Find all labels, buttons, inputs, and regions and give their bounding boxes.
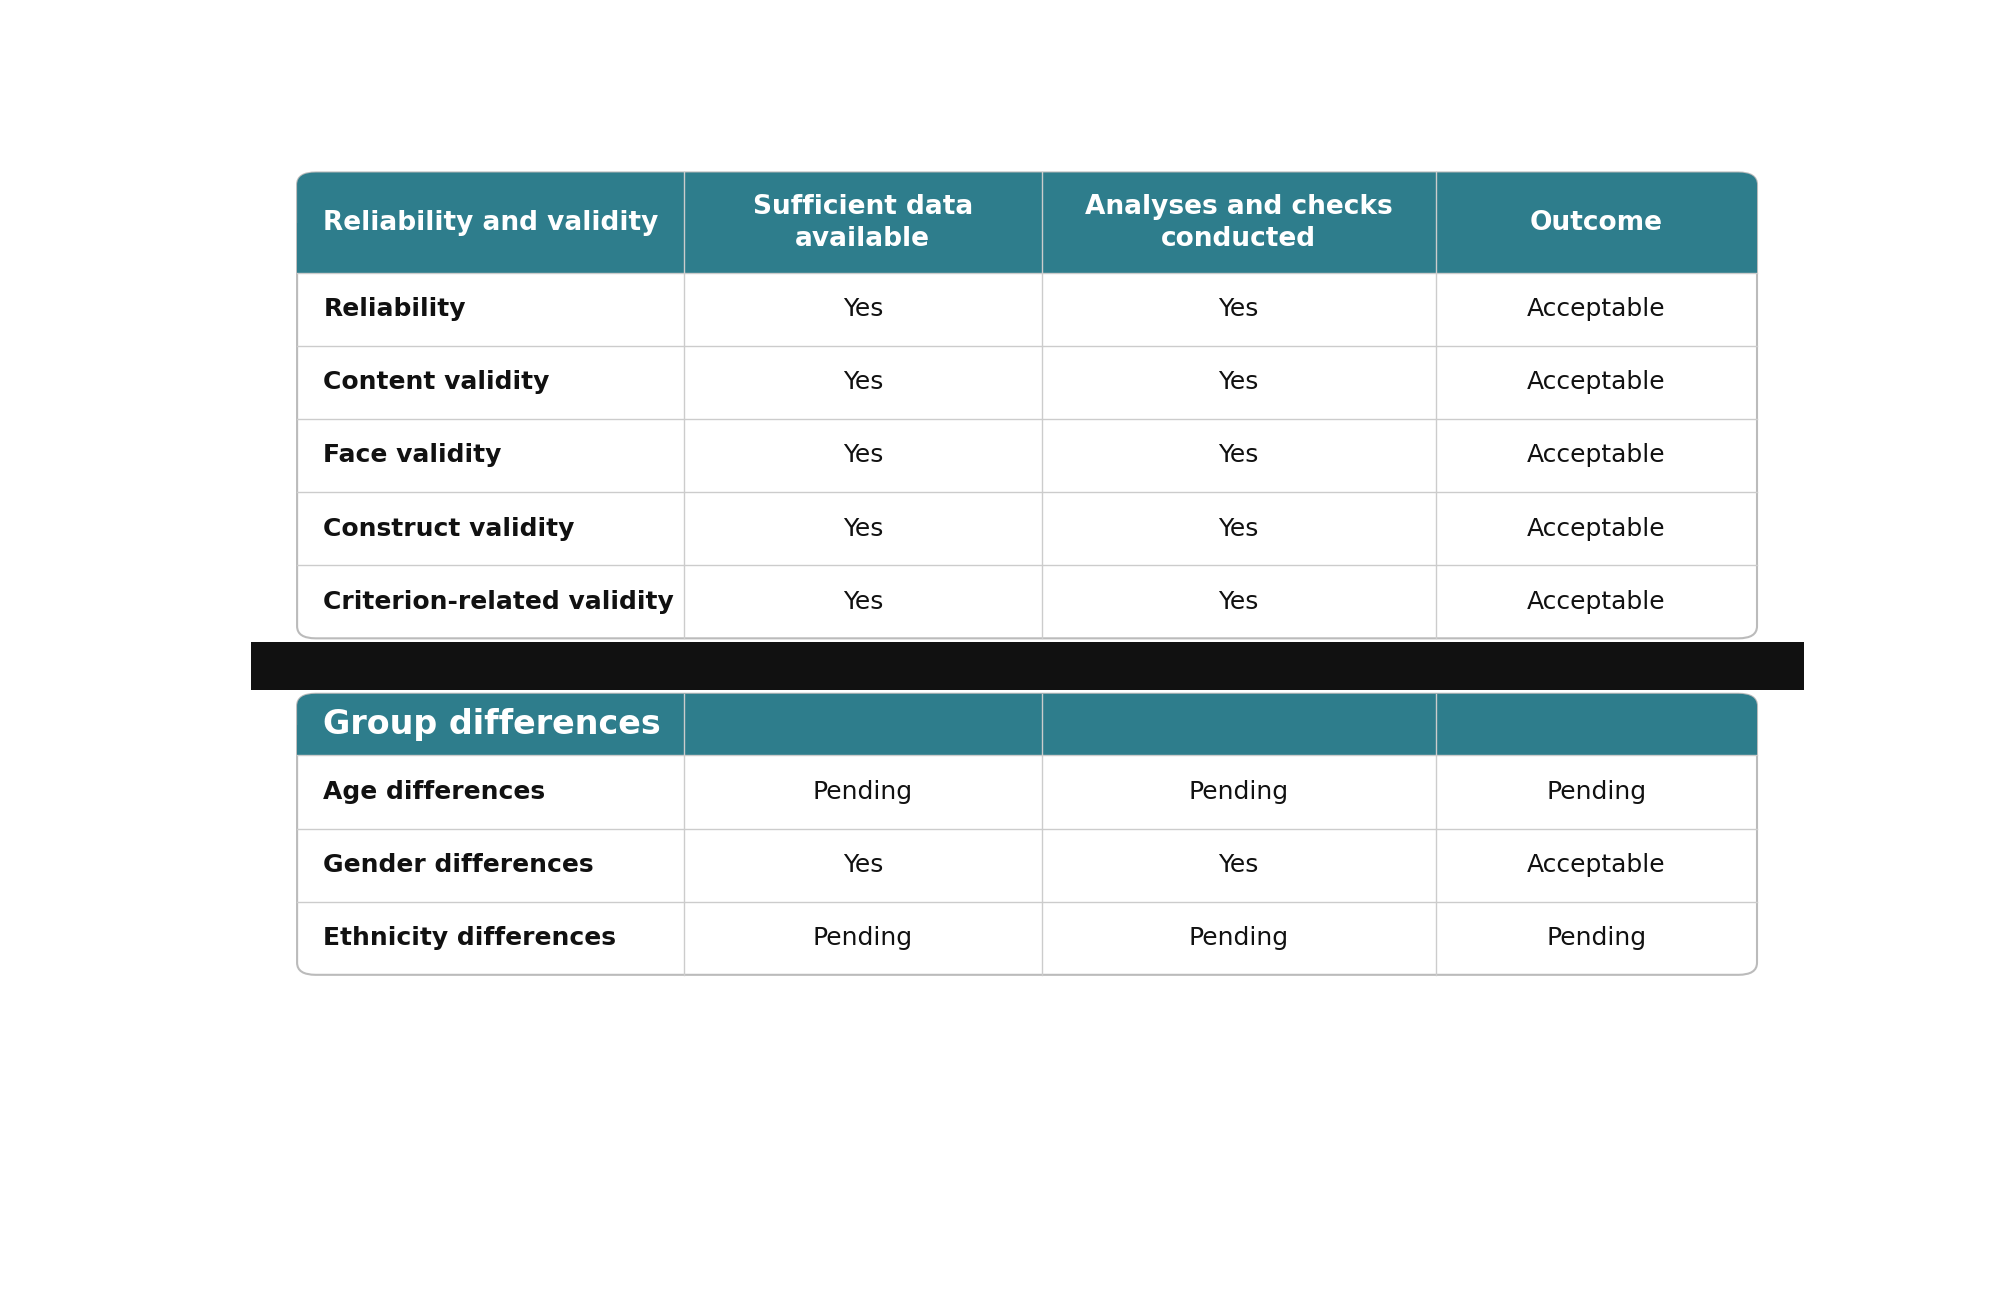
Text: Gender differences: Gender differences [323, 853, 593, 877]
Text: Reliability and validity: Reliability and validity [323, 209, 659, 236]
Text: Pending: Pending [1547, 780, 1647, 804]
Text: Content validity: Content validity [323, 370, 549, 394]
FancyBboxPatch shape [297, 173, 1758, 639]
FancyBboxPatch shape [297, 173, 1758, 272]
Text: Reliability: Reliability [323, 297, 465, 321]
Text: Face validity: Face validity [323, 444, 501, 467]
Text: Ethnicity differences: Ethnicity differences [323, 927, 617, 950]
Text: Construct validity: Construct validity [323, 517, 575, 541]
Text: Acceptable: Acceptable [1527, 370, 1665, 394]
Bar [297, 725, 1758, 755]
Text: Yes: Yes [842, 444, 884, 467]
Text: Pending: Pending [1547, 927, 1647, 950]
Text: Pending: Pending [1188, 927, 1289, 950]
Text: Outcome: Outcome [1529, 209, 1663, 236]
Text: Pending: Pending [814, 780, 914, 804]
FancyBboxPatch shape [297, 694, 1758, 755]
Text: Yes: Yes [842, 590, 884, 614]
Text: Yes: Yes [1218, 370, 1259, 394]
Text: Acceptable: Acceptable [1527, 590, 1665, 614]
Text: Yes: Yes [842, 853, 884, 877]
Text: Acceptable: Acceptable [1527, 517, 1665, 541]
Text: Yes: Yes [1218, 297, 1259, 321]
Text: Acceptable: Acceptable [1527, 297, 1665, 321]
Text: Yes: Yes [1218, 590, 1259, 614]
Text: Yes: Yes [842, 517, 884, 541]
Text: Yes: Yes [842, 297, 884, 321]
Text: Criterion-related validity: Criterion-related validity [323, 590, 673, 614]
Bar [297, 223, 1758, 272]
Text: Pending: Pending [814, 927, 914, 950]
Text: Acceptable: Acceptable [1527, 444, 1665, 467]
Text: Yes: Yes [1218, 853, 1259, 877]
Text: Pending: Pending [1188, 780, 1289, 804]
Text: Sufficient data
available: Sufficient data available [754, 194, 972, 251]
Text: Yes: Yes [1218, 444, 1259, 467]
Text: Yes: Yes [1218, 517, 1259, 541]
Text: Yes: Yes [842, 370, 884, 394]
Text: Group differences: Group differences [323, 708, 661, 741]
FancyBboxPatch shape [297, 694, 1758, 975]
Bar [250, 643, 1804, 690]
Text: Acceptable: Acceptable [1527, 853, 1665, 877]
Text: Age differences: Age differences [323, 780, 545, 804]
Text: Analyses and checks
conducted: Analyses and checks conducted [1084, 194, 1393, 251]
